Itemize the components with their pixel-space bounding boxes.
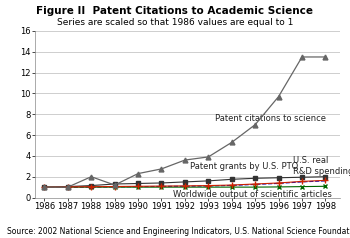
Text: Source: 2002 National Science and Engineering Indicators, U.S. National Science : Source: 2002 National Science and Engine… <box>7 227 350 236</box>
Text: Series are scaled so that 1986 values are equal to 1: Series are scaled so that 1986 values ar… <box>57 18 293 27</box>
Text: Figure II  Patent Citations to Academic Science: Figure II Patent Citations to Academic S… <box>36 6 314 16</box>
Text: U.S. real
R&D spending: U.S. real R&D spending <box>293 156 350 176</box>
Text: Patent grants by U.S. PTO: Patent grants by U.S. PTO <box>190 162 298 171</box>
Text: Worldwide output of scientific articles: Worldwide output of scientific articles <box>173 190 332 199</box>
Text: Patent citations to science: Patent citations to science <box>215 114 326 123</box>
